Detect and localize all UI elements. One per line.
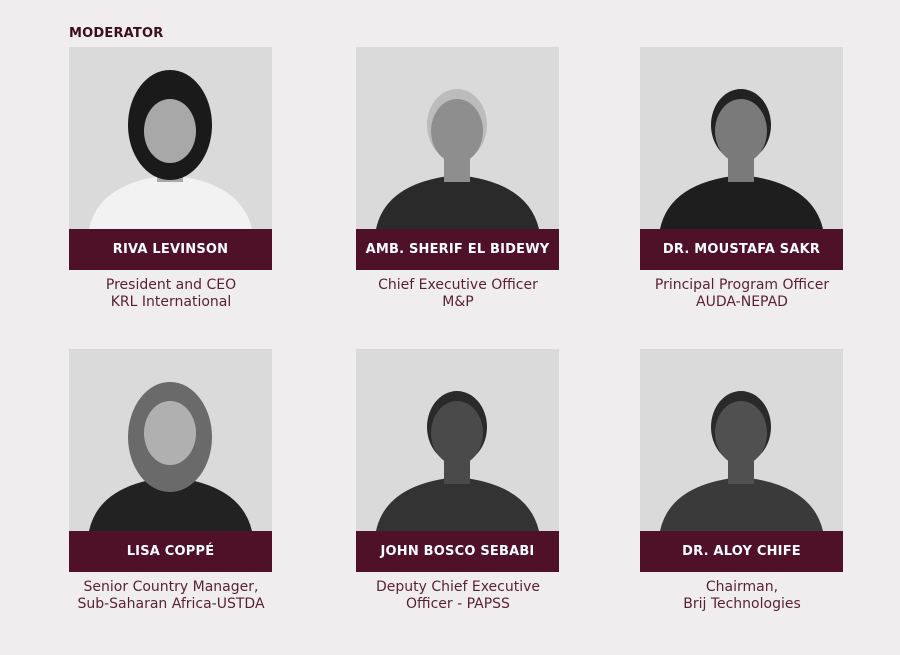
speaker-title-line2: Sub-Saharan Africa-USTDA — [77, 596, 265, 612]
speaker-title: Deputy Chief Executive Officer - PAPSS — [328, 579, 588, 613]
speaker-card: JOHN BOSCO SEBABI Deputy Chief Executive… — [356, 349, 559, 613]
speaker-title: Chief Executive Officer M&P — [328, 277, 588, 311]
speaker-photo — [356, 349, 559, 531]
speaker-name: RIVA LEVINSON — [69, 229, 272, 270]
speaker-title-line2: KRL International — [110, 294, 232, 310]
speaker-card: RIVA LEVINSON President and CEO KRL Inte… — [69, 47, 272, 311]
speaker-title-line1: Chairman, — [705, 579, 779, 595]
speaker-title: Chairman, Brij Technologies — [612, 579, 872, 613]
speaker-photo — [69, 349, 272, 531]
speaker-title-line2: M&P — [442, 294, 474, 310]
speaker-name: LISA COPPÉ — [69, 531, 272, 572]
speaker-name: AMB. SHERIF EL BIDEWY — [356, 229, 559, 270]
speaker-title-line1: Chief Executive Officer — [378, 277, 538, 293]
speaker-photo — [69, 47, 272, 229]
speaker-title-line1: Principal Program Officer — [654, 277, 830, 293]
speaker-name: DR. ALOY CHIFE — [640, 531, 843, 572]
speaker-card: AMB. SHERIF EL BIDEWY Chief Executive Of… — [356, 47, 559, 311]
speaker-name: JOHN BOSCO SEBABI — [356, 531, 559, 572]
speaker-title-line2: Officer - PAPSS — [406, 596, 510, 612]
speaker-card: LISA COPPÉ Senior Country Manager, Sub-S… — [69, 349, 272, 613]
speaker-name: DR. MOUSTAFA SAKR — [640, 229, 843, 270]
speaker-title: Principal Program Officer AUDA-NEPAD — [612, 277, 872, 311]
speaker-title-line1: President and CEO — [105, 277, 237, 293]
speaker-title-line1: Deputy Chief Executive — [375, 579, 541, 595]
speaker-title: Senior Country Manager, Sub-Saharan Afri… — [41, 579, 301, 613]
speaker-card: DR. MOUSTAFA SAKR Principal Program Offi… — [640, 47, 843, 311]
speaker-title: President and CEO KRL International — [41, 277, 301, 311]
speaker-title-line1: Senior Country Manager, — [83, 579, 259, 595]
speaker-card: DR. ALOY CHIFE Chairman, Brij Technologi… — [640, 349, 843, 613]
speaker-title-line2: Brij Technologies — [683, 596, 801, 612]
speaker-photo — [640, 349, 843, 531]
speaker-title-line2: AUDA-NEPAD — [696, 294, 788, 310]
speaker-photo — [640, 47, 843, 229]
section-label-moderator: MODERATOR — [69, 26, 164, 41]
speaker-photo — [356, 47, 559, 229]
